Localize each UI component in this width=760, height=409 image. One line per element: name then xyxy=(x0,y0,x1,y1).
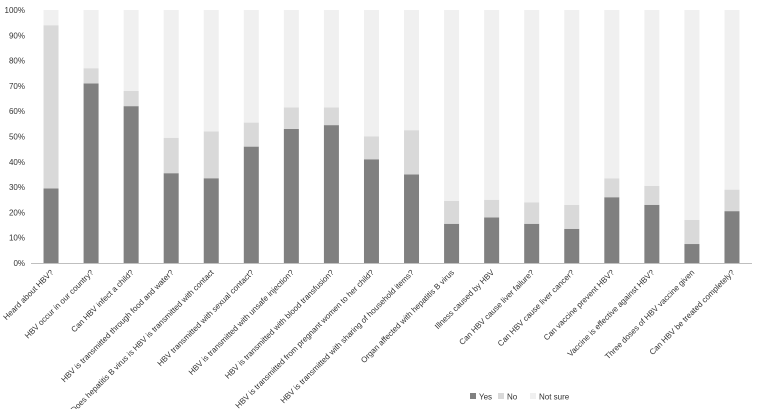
bar-not-sure xyxy=(123,10,139,91)
bar-yes xyxy=(444,223,460,263)
bar-yes xyxy=(283,128,299,263)
y-axis: 0% 10% 20% 30% 40% 50% 60% 70% 80% 90% 100% xyxy=(5,6,25,268)
bar-yes xyxy=(644,204,660,263)
bar-yes xyxy=(163,173,179,263)
x-tick-label: Can HBV be treated completely? xyxy=(648,268,737,357)
legend-label: No xyxy=(507,393,518,402)
y-tick-label: 20% xyxy=(9,208,25,217)
bar-no xyxy=(123,90,139,107)
bar-yes xyxy=(524,223,540,263)
bar-no xyxy=(644,185,660,205)
bar-no xyxy=(363,136,379,160)
bars xyxy=(43,10,740,264)
x-tick-label: Can HBV cause liver failure? xyxy=(457,268,536,347)
legend-swatch xyxy=(530,393,536,399)
y-tick-label: 70% xyxy=(9,82,25,91)
bar-not-sure xyxy=(564,10,580,205)
bar-not-sure xyxy=(644,10,660,186)
bar-not-sure xyxy=(524,10,540,203)
bar-no xyxy=(323,107,339,126)
bar-no xyxy=(684,219,700,245)
x-tick-label: HBV is transmitted from pregnant women t… xyxy=(234,268,377,409)
bar-yes xyxy=(323,125,339,263)
legend-label: Yes xyxy=(479,393,492,402)
x-tick-label: Can HBV cause liver cancer? xyxy=(496,268,577,349)
bar-not-sure xyxy=(484,10,500,200)
bar-no xyxy=(604,178,620,198)
y-tick-label: 100% xyxy=(5,6,25,15)
bar-no xyxy=(444,201,460,224)
bar-not-sure xyxy=(83,10,99,69)
y-tick-label: 50% xyxy=(9,133,25,142)
x-tick-label: HBV occur in our country? xyxy=(23,268,96,341)
bar-no xyxy=(83,68,99,84)
bar-no xyxy=(724,189,740,212)
legend-label: Not sure xyxy=(539,393,570,402)
x-tick-label: HBV is transmitted with sharing of house… xyxy=(279,268,417,406)
bar-no xyxy=(243,122,259,147)
bar-not-sure xyxy=(283,10,299,108)
bar-not-sure xyxy=(163,10,179,138)
bar-yes xyxy=(83,83,99,264)
x-tick-label: Vaccine is effective against HBV? xyxy=(566,268,657,359)
bar-yes xyxy=(203,178,219,263)
bar-yes xyxy=(404,174,420,263)
bar-no xyxy=(43,25,59,189)
bar-not-sure xyxy=(363,10,379,137)
bar-no xyxy=(404,130,420,175)
legend: Yes No Not sure xyxy=(470,393,570,402)
y-tick-label: 10% xyxy=(9,234,25,243)
bar-no xyxy=(203,131,219,179)
x-axis: Heard about HBV?HBV occur in our country… xyxy=(2,263,752,409)
bar-yes xyxy=(684,244,700,263)
bar-yes xyxy=(604,197,620,263)
y-tick-label: 80% xyxy=(9,57,25,66)
bar-no xyxy=(524,202,540,224)
bar-not-sure xyxy=(203,10,219,132)
bar-no xyxy=(484,199,500,218)
x-tick-label: Can vaccine prevent HBV? xyxy=(542,268,617,343)
bar-yes xyxy=(243,146,259,263)
y-tick-label: 0% xyxy=(13,259,25,268)
bar-no xyxy=(163,137,179,174)
bar-yes xyxy=(484,217,500,263)
bar-yes xyxy=(123,106,139,263)
y-tick-label: 90% xyxy=(9,31,25,40)
bar-no xyxy=(564,204,580,229)
bar-yes xyxy=(363,159,379,263)
bar-not-sure xyxy=(404,10,420,131)
y-tick-label: 30% xyxy=(9,183,25,192)
legend-swatch xyxy=(498,393,504,399)
bar-yes xyxy=(724,211,740,263)
y-tick-label: 60% xyxy=(9,107,25,116)
bar-not-sure xyxy=(684,10,700,220)
bar-not-sure xyxy=(444,10,460,202)
bar-yes xyxy=(43,188,59,263)
bar-not-sure xyxy=(43,10,59,26)
bar-not-sure xyxy=(243,10,259,123)
bar-yes xyxy=(564,228,580,263)
legend-swatch xyxy=(470,393,476,399)
y-tick-label: 40% xyxy=(9,158,25,167)
x-tick-label: Does hepatitis B virus is HBV is transmi… xyxy=(69,268,216,409)
bar-no xyxy=(283,107,299,129)
bar-not-sure xyxy=(724,10,740,190)
bar-not-sure xyxy=(323,10,339,108)
bar-not-sure xyxy=(604,10,620,179)
